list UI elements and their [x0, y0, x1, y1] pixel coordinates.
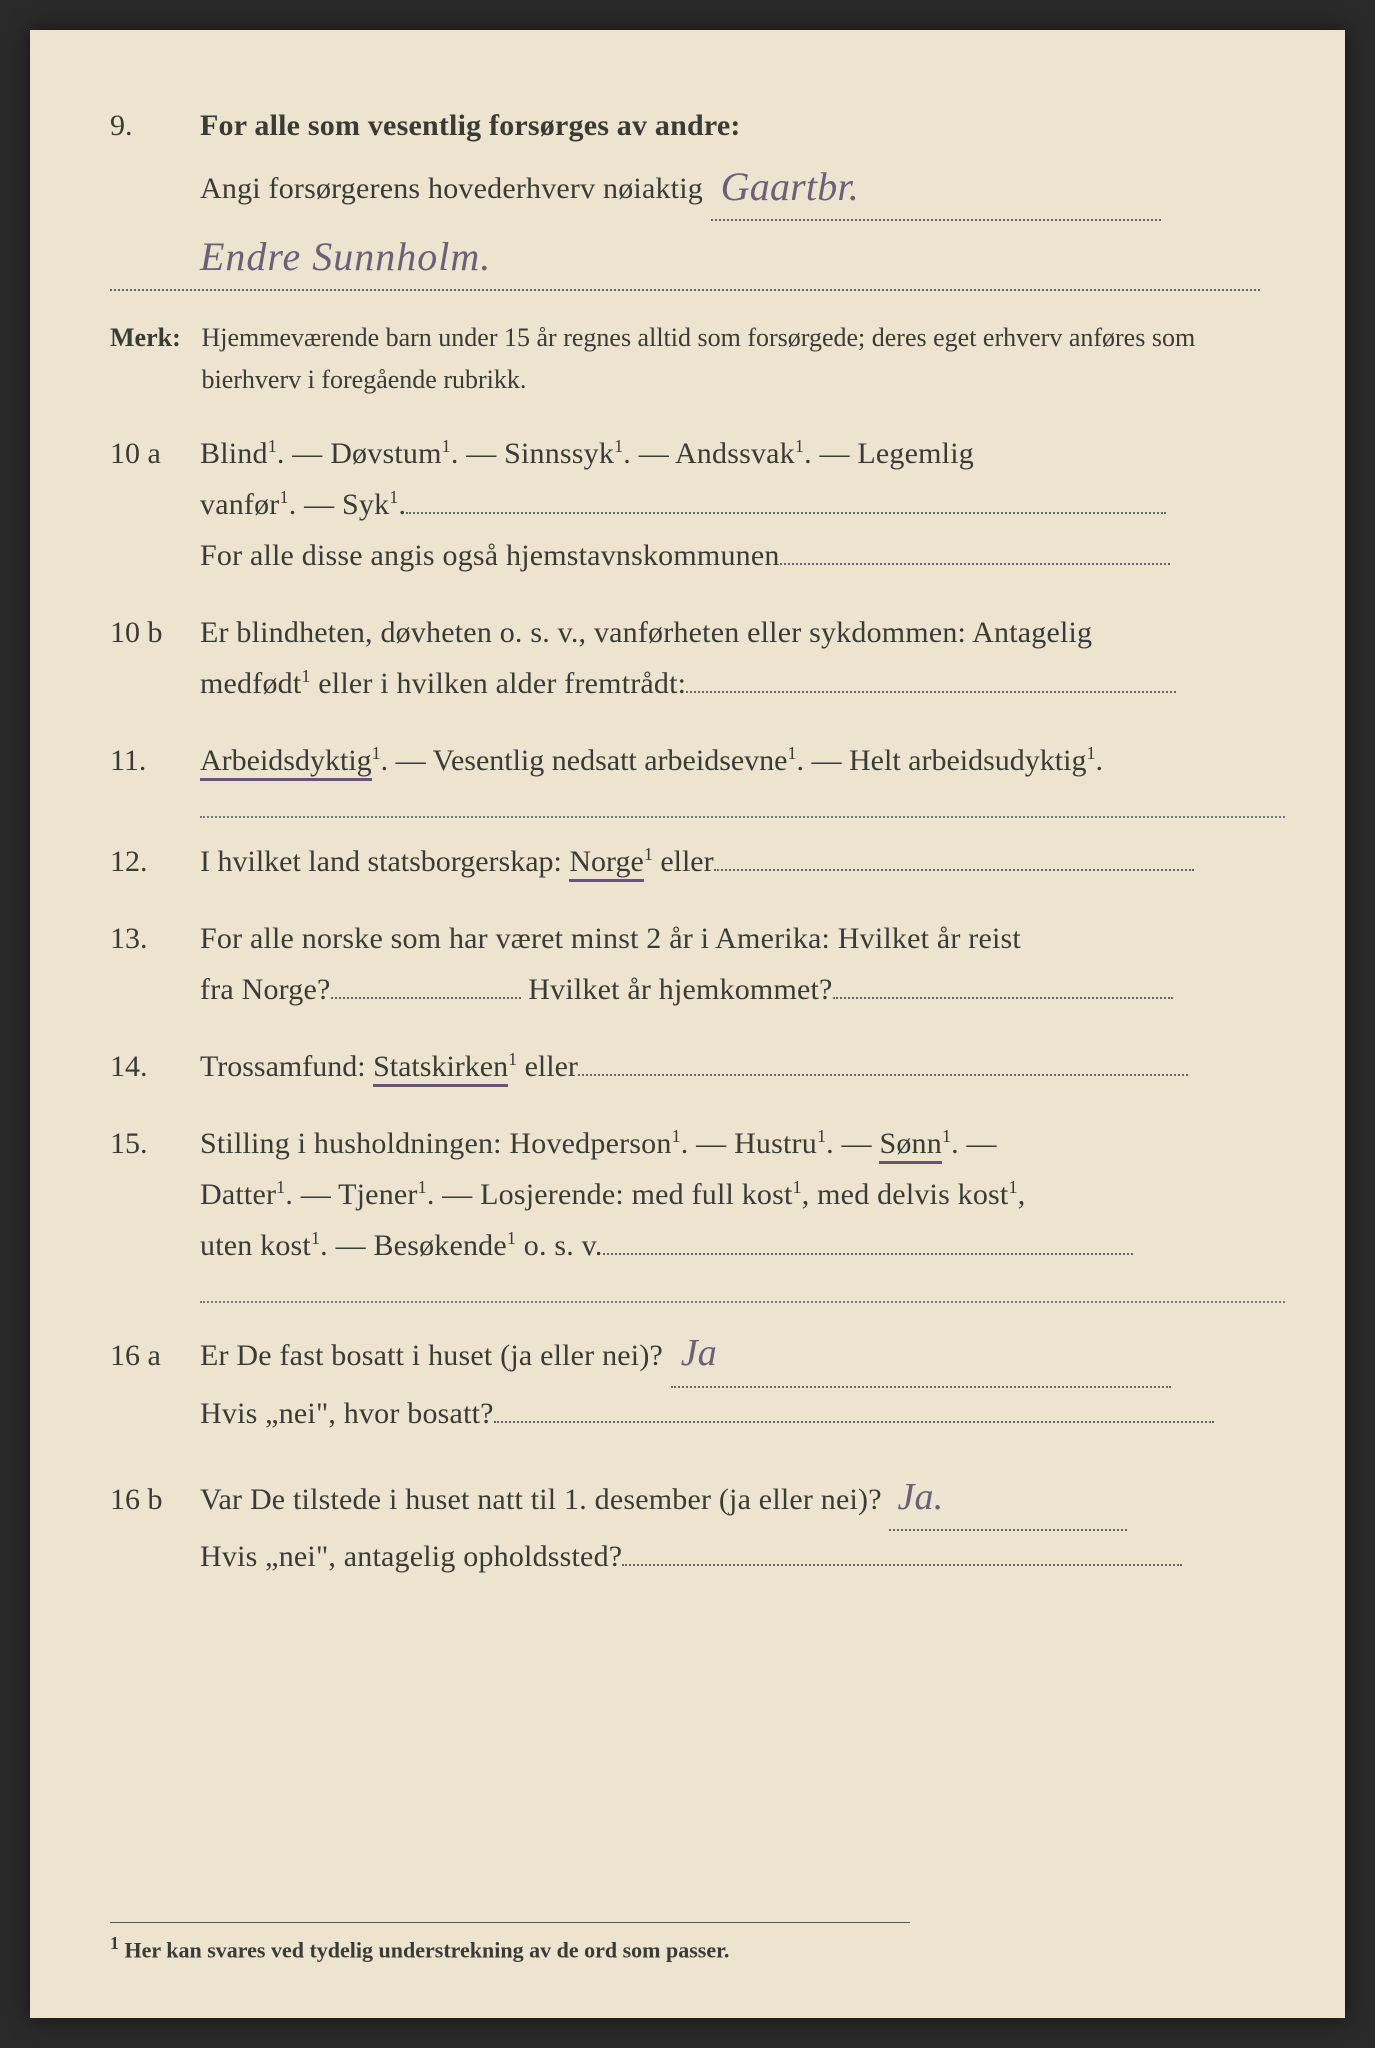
q14-num: 14. — [110, 1041, 200, 1092]
q13: 13. For alle norske som har været minst … — [110, 913, 1285, 1015]
q9-text: For alle som vesentlig forsørges av andr… — [200, 100, 1285, 291]
q12: 12. I hvilket land statsborgerskap: Norg… — [110, 836, 1285, 887]
q14: 14. Trossamfund: Statskirken1 eller — [110, 1041, 1285, 1092]
q11-text: Arbeidsdyktig1. — Vesentlig nedsatt arbe… — [200, 735, 1285, 786]
q15-selected: Sønn — [879, 1127, 942, 1164]
q13-text: For alle norske som har været minst 2 år… — [200, 913, 1285, 1015]
q16a-num: 16 a — [110, 1330, 200, 1381]
q11-num: 11. — [110, 735, 200, 786]
q9: 9. For alle som vesentlig forsørges av a… — [110, 100, 1285, 291]
q15-num: 15. — [110, 1118, 200, 1169]
q16a-text: Er De fast bosatt i huset (ja eller nei)… — [200, 1321, 1285, 1439]
q14-selected: Statskirken — [373, 1050, 508, 1087]
form-content: 9. For alle som vesentlig forsørges av a… — [110, 100, 1285, 1608]
footnote: 1 Her kan svares ved tydelig understrekn… — [110, 1922, 910, 1963]
q11-blank — [200, 802, 1285, 818]
q15-blank — [200, 1287, 1285, 1303]
q13-num: 13. — [110, 913, 200, 964]
q9-hand2: Endre Sunnholm. — [200, 223, 491, 291]
q9-line3: Endre Sunnholm. — [200, 221, 1285, 291]
q9-hand1: Gaartbr. — [721, 153, 859, 221]
q16a-hand: Ja — [681, 1332, 717, 1374]
q9-line1: For alle som vesentlig forsørges av andr… — [200, 100, 1285, 151]
q16b-num: 16 b — [110, 1474, 200, 1525]
q12-num: 12. — [110, 836, 200, 887]
q15-text: Stilling i husholdningen: Hovedperson1. … — [200, 1118, 1285, 1271]
q14-text: Trossamfund: Statskirken1 eller — [200, 1041, 1285, 1092]
q11: 11. Arbeidsdyktig1. — Vesentlig nedsatt … — [110, 735, 1285, 786]
q10a-text: Blind1. — Døvstum1. — Sinnssyk1. — Andss… — [200, 428, 1285, 581]
merk-label: Merk: — [110, 317, 195, 359]
q16b-text: Var De tilstede i huset natt til 1. dese… — [200, 1465, 1285, 1583]
merk-note: Merk: Hjemmeværende barn under 15 år reg… — [110, 317, 1285, 400]
q11-selected: Arbeidsdyktig — [200, 744, 372, 781]
q10b-text: Er blindheten, døvheten o. s. v., vanfør… — [200, 607, 1285, 709]
q9-line2: Angi forsørgerens hovederhverv nøiaktig … — [200, 151, 1285, 221]
q10b: 10 b Er blindheten, døvheten o. s. v., v… — [110, 607, 1285, 709]
q16b-hand: Ja. — [897, 1476, 943, 1518]
q10a-num: 10 a — [110, 428, 200, 479]
q12-selected: Norge — [569, 845, 643, 882]
q16a: 16 a Er De fast bosatt i huset (ja eller… — [110, 1321, 1285, 1439]
q10a: 10 a Blind1. — Døvstum1. — Sinnssyk1. — … — [110, 428, 1285, 581]
q15: 15. Stilling i husholdningen: Hovedperso… — [110, 1118, 1285, 1271]
census-form-page: 9. For alle som vesentlig forsørges av a… — [30, 30, 1345, 2018]
q12-text: I hvilket land statsborgerskap: Norge1 e… — [200, 836, 1285, 887]
q16b: 16 b Var De tilstede i huset natt til 1.… — [110, 1465, 1285, 1583]
q10b-num: 10 b — [110, 607, 200, 658]
merk-text: Hjemmeværende barn under 15 år regnes al… — [202, 317, 1262, 400]
q9-num: 9. — [110, 100, 200, 151]
